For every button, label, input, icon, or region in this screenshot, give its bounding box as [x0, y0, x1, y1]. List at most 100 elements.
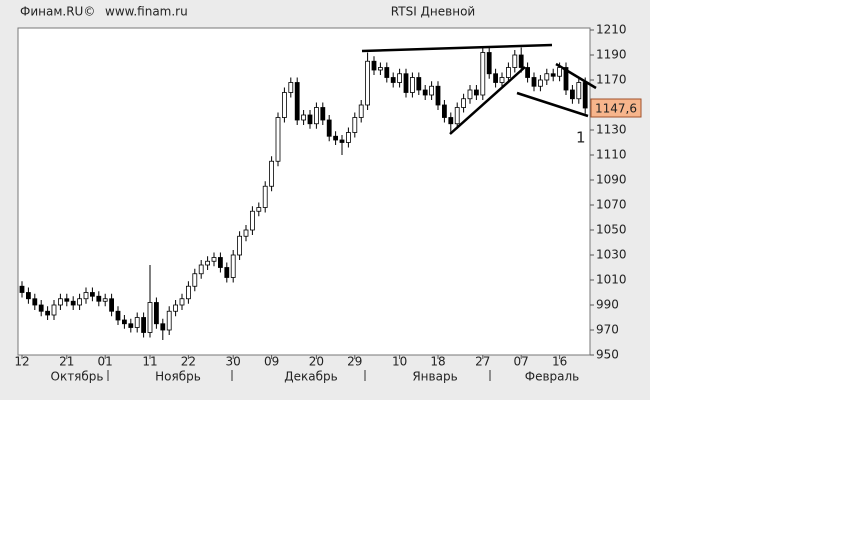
candle-body [544, 73, 550, 81]
candle-body [435, 85, 441, 106]
candle-body [333, 135, 339, 141]
candle-body [141, 317, 147, 333]
chart-title: RTSI Дневной [391, 5, 475, 19]
x-tick-label: 09 [264, 355, 279, 369]
candle-body [38, 304, 44, 312]
source: Финам.RU© [20, 5, 95, 19]
x-tick-label: 30 [226, 355, 241, 369]
x-tick-label: 18 [430, 355, 445, 369]
x-tick-label: 22 [181, 355, 196, 369]
candle-body [198, 264, 204, 275]
candle-body [390, 77, 396, 83]
y-tick-label: 1050 [596, 223, 627, 237]
x-tick-label: 29 [347, 355, 362, 369]
candle-body [77, 298, 82, 306]
x-tick-label: 21 [59, 355, 74, 369]
candle-body [128, 323, 134, 328]
candle-body [416, 77, 422, 91]
candle-body [339, 139, 345, 143]
url: www.finam.ru [105, 5, 188, 19]
month-label: Январь [412, 370, 457, 384]
candle-body [486, 52, 492, 75]
month-separators [107, 370, 491, 381]
candle-body [505, 67, 511, 78]
candle-body [512, 54, 518, 68]
trend-line [361, 43, 553, 53]
candle-body [429, 85, 435, 96]
candle-body [352, 117, 358, 133]
candle-body [467, 89, 473, 100]
candle-body [205, 260, 211, 266]
y-tick-label: 1010 [596, 273, 627, 287]
candle-body [525, 67, 530, 78]
trend-line [555, 62, 597, 90]
candle-body [301, 114, 307, 121]
candle-body [51, 304, 57, 316]
candle-body [531, 77, 537, 87]
candle-body [230, 254, 236, 278]
candle-body [90, 292, 95, 297]
y-tick-label: 1190 [596, 48, 627, 62]
candle-body [166, 310, 172, 331]
candle-body [262, 185, 268, 208]
candle-body [480, 52, 486, 96]
candle-body [160, 323, 166, 331]
candle-body [122, 319, 127, 325]
y-tick-label: 1030 [596, 248, 627, 262]
candle-body [25, 292, 31, 300]
candle-body [134, 317, 140, 328]
month-label: Февраль [525, 370, 580, 384]
candle-body [518, 54, 524, 68]
candle-body [173, 304, 179, 312]
x-tick-label: 20 [309, 355, 324, 369]
candle-body [384, 67, 390, 78]
y-tick-label: 990 [596, 298, 619, 312]
candle-body [32, 298, 38, 306]
month-label: Ноябрь [155, 370, 201, 384]
candle-body [19, 285, 25, 293]
candle-body [275, 117, 281, 162]
candle-body [441, 104, 447, 118]
candle-body [313, 107, 319, 125]
month-label: Октябрь [51, 370, 104, 384]
candle-body [358, 104, 364, 118]
x-tick-label: 10 [392, 355, 407, 369]
candle-body [45, 310, 50, 316]
trend-line [516, 91, 589, 118]
candle-body [461, 98, 467, 108]
candle-body [96, 295, 102, 302]
y-tick-label: 1110 [596, 148, 627, 162]
candle-body [115, 310, 121, 321]
candle-body [345, 132, 351, 143]
candle-body [179, 298, 185, 306]
candle-body [294, 82, 300, 121]
trend-line [449, 66, 526, 135]
candle-body [326, 119, 332, 137]
x-tick-label: 12 [14, 355, 29, 369]
candle-body [371, 60, 377, 71]
candle-body [563, 67, 569, 91]
month-label: Декабрь [284, 370, 337, 384]
candle-body [243, 229, 249, 237]
candle-body [269, 160, 275, 187]
price-label: 1147,6 [595, 102, 637, 116]
candle-body [397, 73, 403, 83]
candle-body [192, 273, 198, 287]
candle-body [83, 292, 89, 300]
candle-body [403, 73, 409, 93]
candle-body [224, 267, 230, 278]
candle-body [147, 302, 153, 333]
candle-body [409, 77, 415, 93]
candle-body [365, 60, 371, 106]
trend-lines [361, 43, 597, 135]
candle-body [307, 114, 313, 125]
candle-body [320, 107, 326, 121]
candle-body [493, 73, 499, 83]
y-tick-label: 1210 [596, 23, 627, 37]
x-tick-label: 07 [514, 355, 529, 369]
candle-body [499, 77, 505, 83]
candle-body [237, 235, 243, 256]
x-tick-label: 16 [552, 355, 567, 369]
y-tick-label: 1170 [596, 73, 627, 87]
